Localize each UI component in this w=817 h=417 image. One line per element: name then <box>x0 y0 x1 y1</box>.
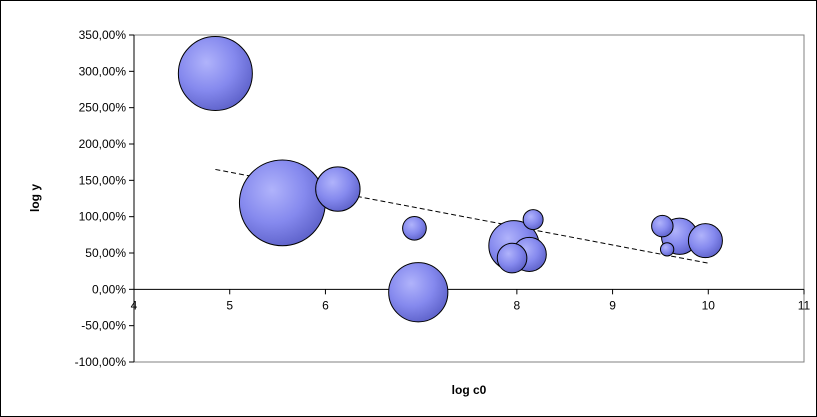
y-axis-title: log y <box>28 184 42 212</box>
bubble-point <box>315 166 361 212</box>
x-tick-label: 4 <box>131 298 138 312</box>
bubble-point <box>522 209 544 231</box>
bubble-point <box>177 36 253 112</box>
x-tick-label: 11 <box>798 298 811 312</box>
y-tick-label: 200,00% <box>79 137 127 151</box>
y-tick-label: 0,00% <box>92 282 126 296</box>
x-tick-label: 6 <box>322 298 329 312</box>
y-tick-label: 50,00% <box>85 246 126 260</box>
bubble-point <box>238 159 326 247</box>
x-tick-label: 10 <box>702 298 716 312</box>
y-tick-label: 300,00% <box>79 64 127 78</box>
y-tick-label: -50,00% <box>81 319 126 333</box>
x-axis-title: log c0 <box>452 383 487 397</box>
y-tick-label: -100,00% <box>75 355 127 369</box>
x-tick-label: 9 <box>609 298 616 312</box>
y-tick-label: 250,00% <box>79 101 127 115</box>
y-tick-label: 350,00% <box>79 28 127 42</box>
bubble-point <box>402 215 427 241</box>
bubbles <box>177 36 723 323</box>
x-tick-label: 5 <box>226 298 233 312</box>
bubble-point <box>687 223 723 259</box>
x-axis: 4567891011 <box>131 35 811 362</box>
bubble-point <box>659 242 675 257</box>
y-axis: 350,00% 300,00% 250,00% 200,00% 150,00% 100,0… <box>75 28 134 369</box>
bubble-point <box>651 214 674 238</box>
bubble-point <box>388 262 449 323</box>
bubble-point <box>496 242 528 274</box>
y-tick-label: 150,00% <box>79 173 127 187</box>
y-tick-label: 100,00% <box>79 210 127 224</box>
x-tick-label: 8 <box>514 298 521 312</box>
